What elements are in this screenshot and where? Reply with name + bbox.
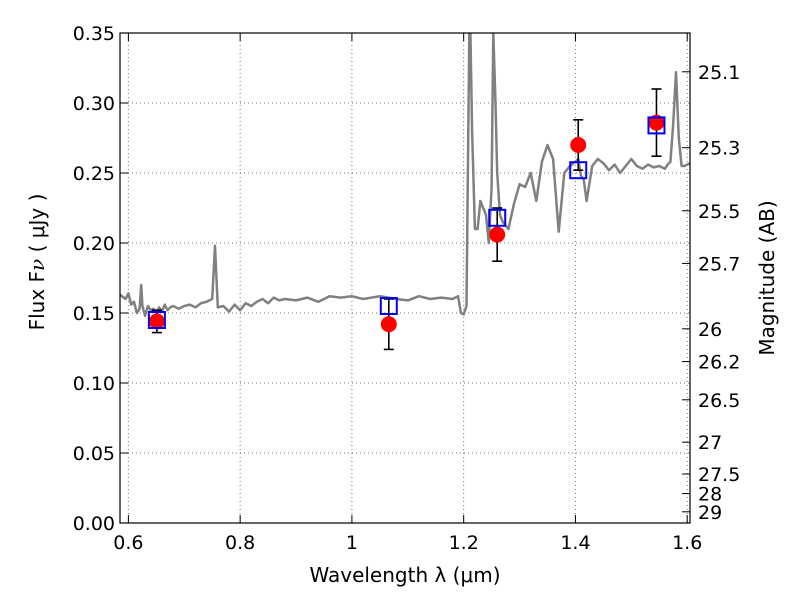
axis-ticks bbox=[120, 32, 690, 524]
x-axis-label: Wavelength λ (μm) bbox=[309, 563, 500, 587]
model-spectrum bbox=[120, 33, 690, 318]
x-tick-label: 1.4 bbox=[560, 532, 590, 554]
observed-point bbox=[489, 226, 506, 243]
plot-frame bbox=[119, 32, 691, 524]
y-tick-label: 0.25 bbox=[73, 163, 115, 185]
observed-point bbox=[570, 137, 587, 153]
y2-tick-label: 25.7 bbox=[698, 253, 740, 275]
grid bbox=[120, 33, 690, 523]
y-axis-label-unit: ( μJy ) bbox=[25, 194, 49, 259]
y-tick-label: 0.00 bbox=[73, 513, 115, 535]
y-tick-label: 0.35 bbox=[73, 23, 115, 45]
model-photometry-points bbox=[147, 116, 666, 329]
y-axis-label: Flux Fν ( μJy ) bbox=[25, 194, 49, 331]
x-tick-label: 0.6 bbox=[113, 532, 143, 554]
model-point bbox=[379, 297, 398, 315]
x-tick-label: 0.8 bbox=[225, 532, 255, 554]
y2-axis-label: Magnitude (AB) bbox=[755, 200, 779, 355]
model-point bbox=[569, 161, 588, 180]
y2-tick-label: 25.5 bbox=[698, 201, 740, 223]
model-point bbox=[647, 116, 666, 135]
y2-tick-label: 27 bbox=[698, 432, 722, 454]
model-point bbox=[147, 311, 166, 329]
y2-tick-label: 26.2 bbox=[698, 352, 740, 374]
y-tick-label: 0.20 bbox=[73, 233, 115, 255]
y2-tick-label: 25.3 bbox=[698, 138, 740, 160]
y2-tick-label: 28 bbox=[698, 484, 722, 506]
model-point bbox=[488, 208, 507, 227]
y2-tick-label: 26 bbox=[698, 319, 722, 341]
x-tick-label: 1 bbox=[346, 532, 358, 554]
y2-tick-label: 29 bbox=[698, 502, 722, 524]
y2-tick-label: 26.5 bbox=[698, 390, 740, 412]
spectrum-line bbox=[120, 33, 690, 318]
x-tick-label: 1.6 bbox=[672, 532, 702, 554]
y-axis-label-text: Flux F bbox=[25, 271, 49, 330]
x-tick-label: 1.2 bbox=[449, 532, 479, 554]
y-tick-label: 0.15 bbox=[73, 303, 115, 325]
y2-tick-label: 27.5 bbox=[698, 464, 740, 486]
tick-labels: 0.6 0.8 1 1.2 1.4 1.6 0.00 0.05 0.10 0.15 0.20 0.25… bbox=[73, 23, 741, 554]
y-axis-label-subscript: ν bbox=[25, 259, 49, 271]
observed-point bbox=[148, 313, 165, 330]
y-tick-label: 0.05 bbox=[73, 443, 115, 465]
y-tick-label: 0.30 bbox=[73, 93, 115, 115]
y2-tick-label: 25.1 bbox=[698, 62, 740, 84]
observed-point bbox=[380, 316, 397, 333]
y-tick-label: 0.10 bbox=[73, 373, 115, 395]
